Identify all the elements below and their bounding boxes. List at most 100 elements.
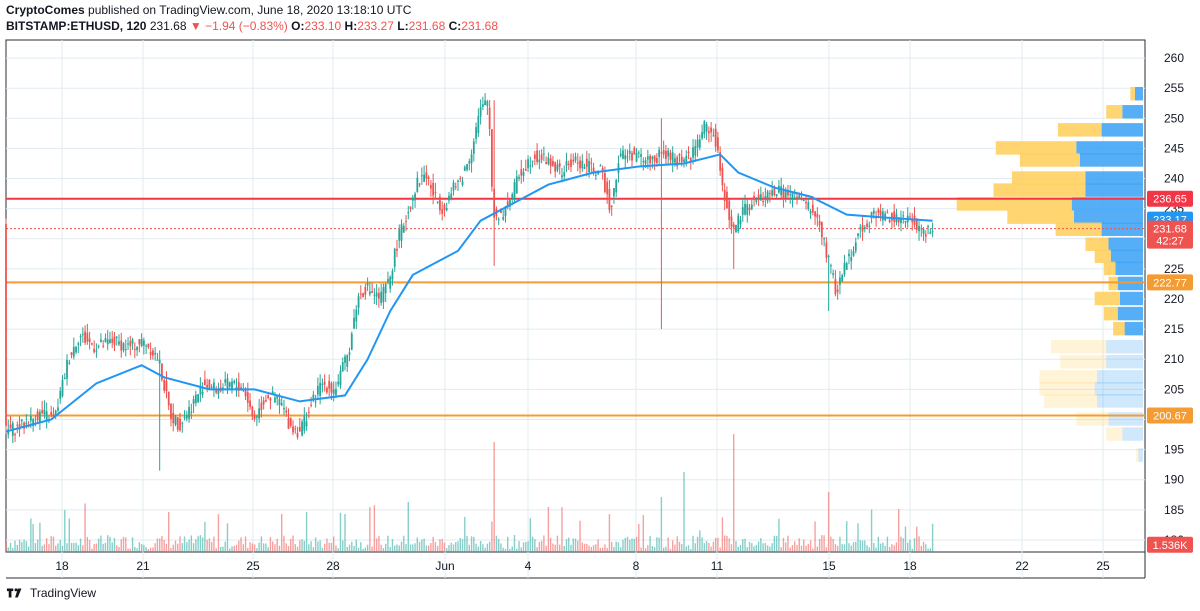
candle-body — [477, 116, 480, 134]
candle-body — [868, 225, 871, 227]
candle-body — [373, 294, 376, 296]
volume-bar — [701, 537, 703, 552]
candle-body — [77, 343, 80, 345]
volume-bar — [403, 535, 405, 552]
volume-bar — [595, 544, 597, 552]
volume-bar — [656, 537, 658, 552]
candle-body — [529, 165, 532, 167]
volume-bar — [140, 544, 143, 552]
volume-bar — [841, 544, 843, 552]
level-price-label-box — [1147, 407, 1193, 424]
volume-bar — [640, 547, 642, 552]
candle-body — [902, 215, 905, 217]
volume-bar — [597, 539, 599, 552]
volume-bar — [75, 542, 77, 552]
candle-body — [72, 346, 75, 357]
volume-bar — [418, 541, 421, 552]
volume-bar — [48, 544, 50, 552]
volume-profile-up-bar — [1103, 306, 1118, 321]
volume-bar — [620, 547, 622, 552]
candle-body — [540, 154, 543, 160]
volume-bar — [271, 541, 274, 552]
candle-body — [592, 167, 595, 174]
volume-bar — [681, 544, 683, 552]
volume-bar — [839, 536, 841, 552]
volume-bar — [73, 542, 75, 552]
volume-bar — [710, 546, 712, 552]
volume-bar — [879, 543, 882, 552]
volume-bar — [676, 536, 678, 552]
volume-bar — [351, 541, 353, 552]
volume-bar — [642, 515, 645, 552]
high-label: H: — [344, 19, 358, 33]
volume-bar — [9, 542, 12, 552]
volume-bar — [127, 548, 129, 552]
publisher-name[interactable]: CryptoComes — [6, 3, 85, 17]
level-price-label: 222.77 — [1153, 277, 1187, 289]
volume-profile-down-bar — [1108, 412, 1143, 426]
volume-bar — [629, 539, 631, 552]
candle-body — [170, 403, 172, 420]
y-tick-label: 255 — [1164, 81, 1184, 95]
volume-bar — [902, 538, 904, 552]
candle-body — [359, 293, 362, 295]
candle-body — [710, 127, 713, 133]
volume-bar — [477, 546, 480, 552]
volume-bar — [199, 535, 202, 552]
candle-body — [585, 158, 588, 167]
candle-body — [542, 153, 545, 155]
volume-bar — [134, 546, 136, 552]
candle-body — [671, 152, 674, 163]
volume-bar — [215, 548, 217, 552]
volume-bar — [455, 542, 457, 552]
volume-bar — [285, 543, 287, 552]
candle-body — [88, 338, 91, 343]
candle-body — [696, 139, 699, 148]
volume-bar — [667, 537, 669, 552]
candle-body — [511, 194, 514, 199]
candle-body — [305, 421, 308, 427]
candle-body — [861, 225, 864, 232]
volume-bar — [746, 547, 748, 552]
footer-brand[interactable]: TradingView — [6, 586, 96, 600]
candle-body — [791, 193, 794, 199]
volume-bar — [762, 543, 764, 552]
candle-body — [863, 227, 866, 230]
volume-bar — [405, 544, 407, 552]
x-tick-label: 18 — [903, 559, 917, 573]
candle-body — [649, 155, 651, 164]
candle-body — [407, 212, 410, 214]
y-tick-label: 245 — [1164, 141, 1184, 155]
candle-body — [90, 343, 93, 345]
volume-bar — [256, 548, 258, 552]
candle-body — [739, 219, 742, 225]
volume-bar — [452, 544, 455, 552]
volume-bar — [52, 536, 55, 552]
volume-bar — [536, 547, 538, 552]
candle-body — [773, 188, 776, 196]
candle-body — [678, 153, 681, 156]
candle-body — [414, 193, 416, 201]
candle-body — [448, 195, 450, 201]
candle-body — [66, 359, 68, 379]
volume-bar — [43, 544, 46, 552]
volume-bar — [588, 545, 590, 552]
volume-bar — [384, 543, 387, 552]
candle-body — [676, 157, 679, 167]
volume-bar — [703, 543, 706, 552]
x-tick-label: 21 — [136, 559, 150, 573]
volume-bar — [204, 521, 206, 552]
volume-bar — [850, 545, 852, 552]
candle-body — [497, 219, 500, 221]
volume-bar — [690, 548, 692, 552]
volume-bar — [61, 545, 64, 552]
candle-body — [723, 190, 726, 201]
volume-profile-up-bar — [1039, 382, 1095, 396]
candle-body — [735, 224, 737, 233]
candle-body — [606, 181, 609, 195]
volume-bar — [864, 540, 866, 552]
candle-body — [319, 382, 322, 396]
candle-body — [556, 164, 559, 171]
symbol-label[interactable]: BITSTAMP:ETHUSD, 120 — [6, 19, 147, 33]
